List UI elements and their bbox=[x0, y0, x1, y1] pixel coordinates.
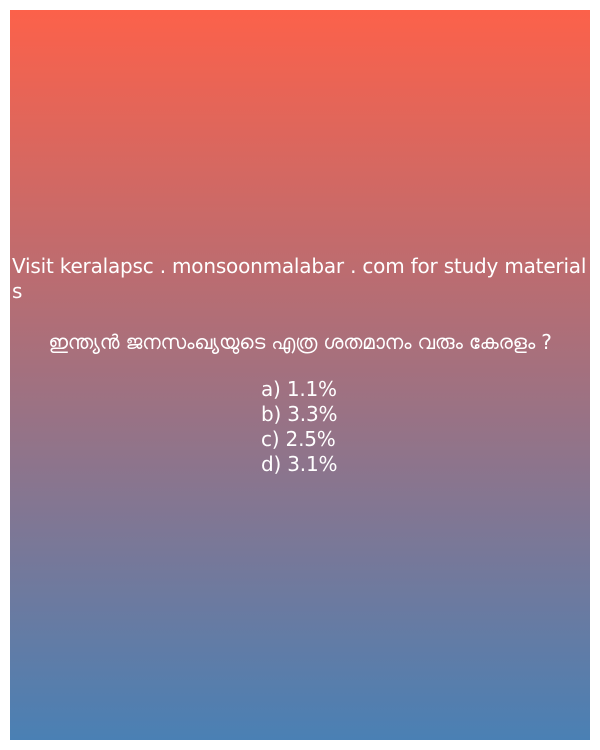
promo-text: Visit keralapsc . monsoonmalabar . com f… bbox=[12, 254, 587, 303]
option-c: c) 2.5% bbox=[261, 427, 336, 451]
option-b: b) 3.3% bbox=[261, 402, 338, 426]
option-a: a) 1.1% bbox=[261, 377, 337, 401]
options-list: a) 1.1% b) 3.3% c) 2.5% d) 3.1% bbox=[261, 377, 337, 477]
option-d: d) 3.1% bbox=[261, 452, 338, 476]
question-text: ഇന്ത്യൻ ജനസംഖ്യയുടെ എത്ര ശതമാനം വരും കേര… bbox=[48, 330, 552, 354]
quiz-card: Visit keralapsc . monsoonmalabar . com f… bbox=[10, 10, 590, 740]
